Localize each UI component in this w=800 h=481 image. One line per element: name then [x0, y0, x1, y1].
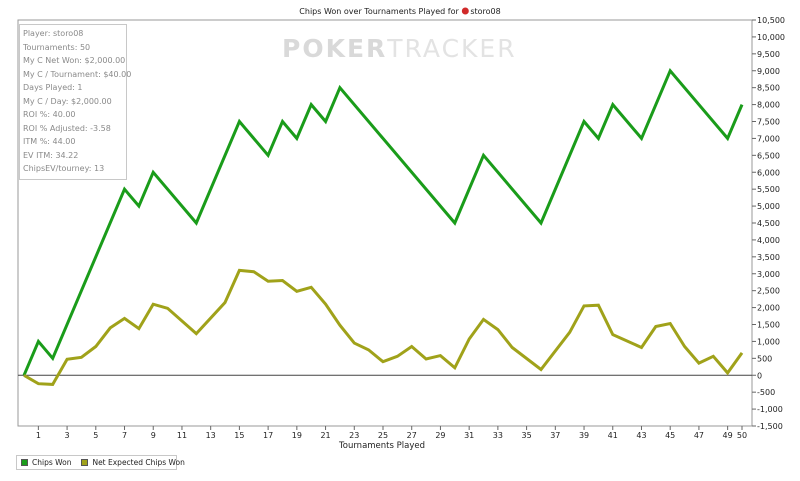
- chart-title: Chips Won over Tournaments Played for st…: [299, 7, 500, 16]
- x-tick-label: 37: [550, 431, 560, 440]
- chart-title-player: storo08: [470, 7, 500, 16]
- y-tick-label: 1,000: [757, 337, 780, 346]
- series-line-chips-won: [22, 67, 744, 376]
- y-tick-label: 7,000: [757, 134, 780, 143]
- y-tick-label: 500: [757, 354, 772, 363]
- y-tick-label: -500: [757, 388, 775, 397]
- x-tick-label: 31: [464, 431, 474, 440]
- y-tick-label: 3,000: [757, 270, 780, 279]
- pokertracker-watermark: POKERTRACKER: [282, 34, 517, 63]
- y-tick-label: 8,500: [757, 84, 780, 93]
- x-tick-label: 9: [151, 431, 156, 440]
- x-tick-label: 25: [378, 431, 388, 440]
- x-tick-label: 1: [36, 431, 41, 440]
- y-tick-label: 6,000: [757, 168, 780, 177]
- legend-item: Chips Won: [21, 458, 71, 467]
- y-tick-label: 2,500: [757, 287, 780, 296]
- y-tick-label: 1,500: [757, 321, 780, 330]
- y-tick-label: 6,500: [757, 151, 780, 160]
- y-tick-label: 2,000: [757, 304, 780, 313]
- stat-line: My C / Day: $2,000.00: [23, 96, 112, 106]
- x-tick-label: 29: [435, 431, 445, 440]
- y-tick-label: -1,500: [757, 422, 783, 431]
- chip-logo-icon: [461, 7, 469, 15]
- y-tick-label: 9,000: [757, 67, 780, 76]
- x-tick-label: 39: [579, 431, 589, 440]
- y-tick-label: 3,500: [757, 253, 780, 262]
- y-tick-label: 4,500: [757, 219, 780, 228]
- y-tick-label: -1,000: [757, 405, 783, 414]
- x-tick-label: 3: [65, 431, 70, 440]
- stats-box: Player: storo08 Tournaments: 50 My C Net W…: [19, 24, 132, 181]
- x-tick-label: 43: [636, 431, 646, 440]
- legend-swatch: [81, 459, 89, 466]
- y-tick-label: 9,500: [757, 50, 780, 59]
- y-tick-label: 10,500: [757, 16, 785, 25]
- stat-line: My C / Tournament: $40.00: [23, 69, 132, 79]
- x-tick-label: 7: [122, 431, 127, 440]
- plot-frame: [17, 19, 753, 427]
- stat-line: My C Net Won: $2,000.00: [23, 56, 126, 66]
- x-tick-label: 45: [665, 431, 675, 440]
- x-tick-label: 13: [206, 431, 216, 440]
- x-tick-label: 50: [737, 431, 747, 440]
- y-tick-label: 7,500: [757, 118, 780, 127]
- x-tick-label: 41: [608, 431, 618, 440]
- y-tick-label: 5,000: [757, 202, 780, 211]
- x-tick-label: 11: [177, 431, 187, 440]
- x-tick-label: 15: [234, 431, 244, 440]
- legend-label: Chips Won: [32, 458, 72, 467]
- legend-swatch: [21, 459, 28, 466]
- x-tick-label: 49: [723, 431, 733, 440]
- x-tick-label: 33: [493, 431, 503, 440]
- y-tick-label: 5,500: [757, 185, 780, 194]
- x-tick-label: 21: [320, 431, 330, 440]
- stat-line: Player: storo08: [23, 29, 84, 38]
- x-tick-label: 35: [522, 431, 532, 440]
- y-tick-label: 4,000: [757, 236, 780, 245]
- stat-line: Days Played: 1: [23, 83, 83, 93]
- stat-line: ITM %: 44.00: [23, 137, 76, 147]
- stat-line: ROI %: 40.00: [23, 110, 76, 120]
- watermark-part1: POKER: [282, 34, 388, 63]
- x-axis-label: Tournaments Played: [338, 441, 425, 451]
- legend: Chips Won Net Expected Chips Won: [16, 455, 185, 470]
- watermark-part2: TRACKER: [387, 34, 517, 63]
- x-tick-label: 19: [292, 431, 302, 440]
- legend-item: Net Expected Chips Won: [81, 458, 185, 467]
- stat-line: ROI % Adjusted: -3.58: [23, 123, 111, 133]
- stat-line: Tournaments: 50: [23, 42, 91, 52]
- y-tick-label: 8,000: [757, 101, 780, 110]
- legend-label: Net Expected Chips Won: [92, 458, 185, 467]
- series-line-net-expected-chips-won: [23, 268, 744, 386]
- x-tick-label: 47: [694, 431, 704, 440]
- y-tick-label: 0: [757, 371, 762, 380]
- x-tick-label: 27: [407, 431, 417, 440]
- x-tick-label: 23: [349, 431, 359, 440]
- y-tick-label: 10,000: [757, 33, 785, 42]
- x-tick-label: 17: [263, 431, 273, 440]
- chart-title-text: Chips Won over Tournaments Played for: [299, 7, 461, 16]
- stat-line: ChipsEV/tourney: 13: [23, 164, 105, 174]
- stat-line: EV ITM: 34.22: [23, 150, 79, 160]
- x-tick-label: 5: [93, 431, 98, 440]
